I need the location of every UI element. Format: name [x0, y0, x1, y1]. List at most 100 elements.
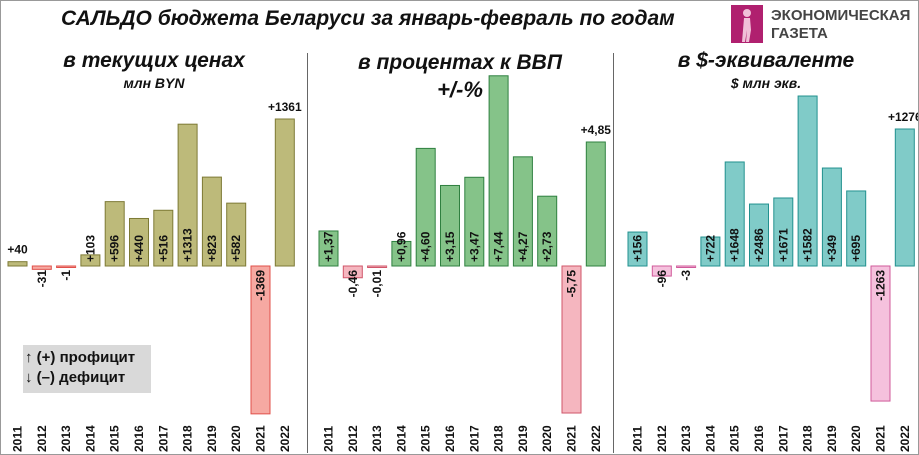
bar-2016	[440, 184, 460, 267]
x-tick-label: 2016	[443, 425, 457, 452]
data-label-2020: +582	[229, 235, 243, 262]
x-tick-label: 2013	[59, 425, 73, 452]
bar-2012	[31, 265, 52, 270]
data-label-2013: -3	[679, 270, 693, 281]
legend-deficit: ↓ (–) дефицит	[25, 369, 126, 386]
bar-2013	[676, 265, 697, 268]
walking-person-icon	[742, 9, 751, 42]
x-tick-label: 2020	[229, 425, 243, 452]
bar-2020	[226, 202, 247, 267]
x-tick-label: 2015	[728, 425, 742, 452]
x-tick-label: 2015	[108, 425, 122, 452]
x-tick-label: 2015	[419, 425, 433, 452]
bar-2020	[846, 190, 867, 267]
data-label-2017: +1671	[776, 228, 790, 262]
data-label-2022: +4,85	[581, 123, 612, 137]
x-tick-label: 2019	[825, 425, 839, 452]
logo-line2: ГАЗЕТА	[771, 25, 828, 42]
data-label-2017: +516	[156, 235, 170, 262]
chart-current-prices: +40 2011 -31 2012 -1 2013 +103 2014 +596 2015 +440…	[7, 100, 302, 452]
chart-gdp-percent: +1,37 2011 -0,46 2012 -0,01 2013 +0,96 2014 +4,6…	[318, 75, 612, 452]
bar-2019	[201, 176, 222, 267]
x-tick-label: 2016	[752, 425, 766, 452]
legend-surplus: ↑ (+) профицит	[25, 349, 136, 366]
x-tick-label: 2016	[132, 425, 146, 452]
data-label-2012: -31	[35, 270, 49, 288]
x-tick-label: 2011	[11, 426, 25, 452]
panel-unit: +/-%	[437, 77, 483, 102]
bar-2011	[7, 261, 28, 267]
x-tick-label: 2022	[278, 425, 292, 452]
x-tick-label: 2017	[776, 425, 790, 452]
data-label-2022: +1276	[888, 110, 919, 124]
x-tick-label: 2022	[589, 425, 603, 452]
bar-2022	[585, 141, 606, 267]
x-tick-label: 2021	[254, 425, 268, 452]
x-tick-label: 2021	[874, 425, 888, 452]
x-tick-label: 2019	[516, 425, 530, 452]
data-label-2018: +7,44	[492, 231, 506, 262]
bar-2021	[870, 265, 891, 402]
bar-2016	[129, 217, 149, 267]
bar-2017	[153, 209, 174, 267]
panel-title-usd: в $-эквиваленте	[677, 49, 855, 72]
panel-divider	[307, 53, 308, 453]
x-tick-label: 2012	[346, 425, 360, 452]
x-tick-label: 2017	[156, 425, 170, 452]
data-label-2019: +349	[825, 235, 839, 262]
logo-line1: ЭКОНОМИЧЕСКАЯ	[771, 7, 911, 24]
bar-2018	[797, 95, 818, 267]
panel-title-gdp: в процентах к ВВП	[358, 51, 562, 74]
bar-2016	[749, 203, 769, 267]
x-tick-label: 2022	[898, 425, 912, 452]
x-tick-label: 2021	[565, 425, 579, 452]
data-label-2011: +156	[631, 235, 645, 262]
bar-2013	[367, 265, 388, 268]
panel-unit: $ млн экв.	[730, 75, 802, 91]
data-label-2018: +1582	[801, 228, 815, 262]
data-label-2013: -1	[59, 270, 73, 281]
logo-figure-icon	[731, 5, 763, 43]
data-label-2011: +40	[7, 243, 28, 257]
x-tick-label: 2011	[322, 426, 336, 452]
data-label-2015: +1648	[728, 228, 742, 262]
x-tick-label: 2018	[801, 425, 815, 452]
data-label-2012: -96	[655, 270, 669, 288]
x-tick-label: 2014	[83, 425, 97, 452]
x-tick-label: 2014	[703, 425, 717, 452]
x-tick-label: 2013	[370, 425, 384, 452]
x-tick-label: 2017	[467, 425, 481, 452]
data-label-2022: +1361	[268, 100, 302, 114]
data-label-2019: +4,27	[516, 231, 530, 262]
panel-divider	[613, 53, 614, 453]
chart-usd: +156 2011 -96 2012 -3 2013 +722 2014 +1648 2015 +2…	[627, 95, 919, 452]
bar-2015	[724, 161, 745, 267]
bar-2020	[537, 195, 558, 267]
x-tick-label: 2011	[631, 426, 645, 452]
data-label-2016: +3,15	[443, 231, 457, 262]
bar-2011	[627, 231, 648, 267]
bar-2014	[80, 254, 101, 267]
data-label-2021: -1263	[874, 270, 888, 301]
bar-2022	[894, 128, 915, 267]
x-tick-label: 2012	[35, 425, 49, 452]
data-label-2016: +440	[132, 235, 146, 262]
x-tick-label: 2020	[849, 425, 863, 452]
bar-2018	[488, 75, 509, 267]
data-label-2020: +695	[849, 235, 863, 262]
x-tick-label: 2019	[205, 425, 219, 452]
bar-2012	[342, 265, 363, 279]
bar-2021	[561, 265, 582, 414]
x-tick-label: 2014	[394, 425, 408, 452]
bar-2014	[700, 236, 721, 267]
bar-2013	[56, 265, 77, 268]
bar-2021	[250, 265, 271, 415]
x-tick-label: 2020	[540, 425, 554, 452]
bar-2012	[651, 265, 672, 277]
bar-2017	[464, 176, 485, 267]
bar-2017	[773, 197, 794, 267]
data-label-2018: +1313	[181, 228, 195, 262]
data-label-2021: -1369	[254, 270, 268, 301]
logo-text: ЭКОНОМИЧЕСКАЯ ГАЗЕТА	[771, 7, 910, 43]
